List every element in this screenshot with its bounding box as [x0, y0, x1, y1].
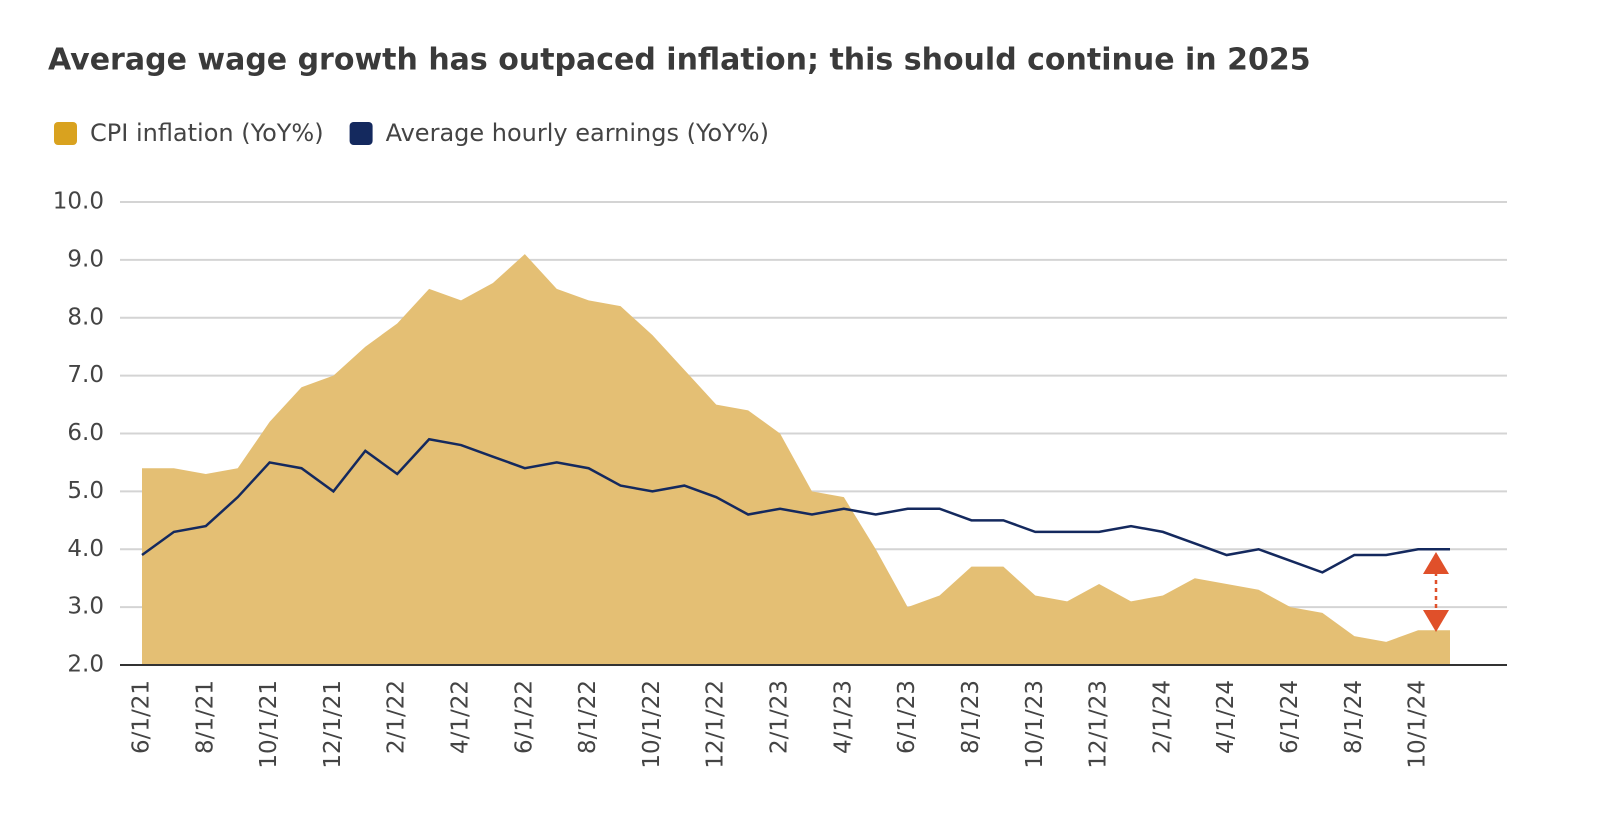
- x-tick-label: 2/1/24: [1149, 680, 1175, 754]
- legend-swatch: [54, 122, 77, 145]
- gap-arrow: [1423, 552, 1449, 632]
- y-tick-label: 2.0: [67, 652, 104, 678]
- earnings-line: [141, 437, 1450, 574]
- x-tick-label: 12/1/22: [703, 680, 729, 769]
- x-tick-label: 8/1/21: [192, 680, 218, 754]
- x-tick-label: 12/1/21: [320, 680, 346, 769]
- x-tick-label: 10/1/23: [1022, 680, 1048, 769]
- x-tick-label: 8/1/23: [958, 680, 984, 754]
- x-tick-label: 6/1/24: [1277, 680, 1303, 754]
- legend-swatch: [349, 122, 373, 145]
- axis: 2.0 3.0 4.0 5.0 6.0 7.0 8.0 9.0 10.0 6/1/21 8/1/21…: [53, 189, 1507, 769]
- legend-label: Average hourly earnings (YoY%): [386, 119, 769, 147]
- x-tick-label: 6/1/21: [129, 680, 155, 754]
- x-tick-label: 10/1/22: [639, 680, 665, 769]
- x-tick-label: 4/1/23: [830, 680, 856, 754]
- x-tick-label: 2/1/23: [767, 680, 793, 754]
- y-tick-label: 9.0: [67, 246, 104, 272]
- y-tick-label: 5.0: [67, 478, 104, 504]
- y-tick-label: 8.0: [67, 304, 104, 330]
- x-tick-label: 6/1/23: [894, 680, 920, 754]
- y-tick-label: 10.0: [53, 189, 104, 215]
- y-tick-label: 7.0: [67, 362, 104, 388]
- y-tick-label: 6.0: [67, 420, 104, 446]
- x-tick-label: 2/1/22: [384, 680, 410, 754]
- y-tick-label: 4.0: [67, 536, 104, 562]
- chart-title: Average wage growth has outpaced inflati…: [48, 43, 1311, 78]
- legend: CPI inflation (YoY%) Average hourly earni…: [54, 119, 769, 147]
- x-tick-label: 4/1/22: [448, 680, 474, 754]
- x-tick-label: 10/1/24: [1405, 680, 1431, 769]
- x-tick-label: 6/1/22: [511, 680, 537, 754]
- x-tick-label: 10/1/21: [256, 680, 282, 769]
- marks: [141, 254, 1450, 665]
- y-tick-label: 3.0: [67, 594, 104, 620]
- x-tick-label: 8/1/24: [1341, 680, 1367, 754]
- x-tick-label: 8/1/22: [575, 680, 601, 754]
- legend-label: CPI inflation (YoY%): [90, 119, 324, 147]
- cpi-area: [142, 254, 1450, 665]
- x-tick-label: 4/1/24: [1213, 680, 1239, 754]
- x-tick-label: 12/1/23: [1086, 680, 1112, 769]
